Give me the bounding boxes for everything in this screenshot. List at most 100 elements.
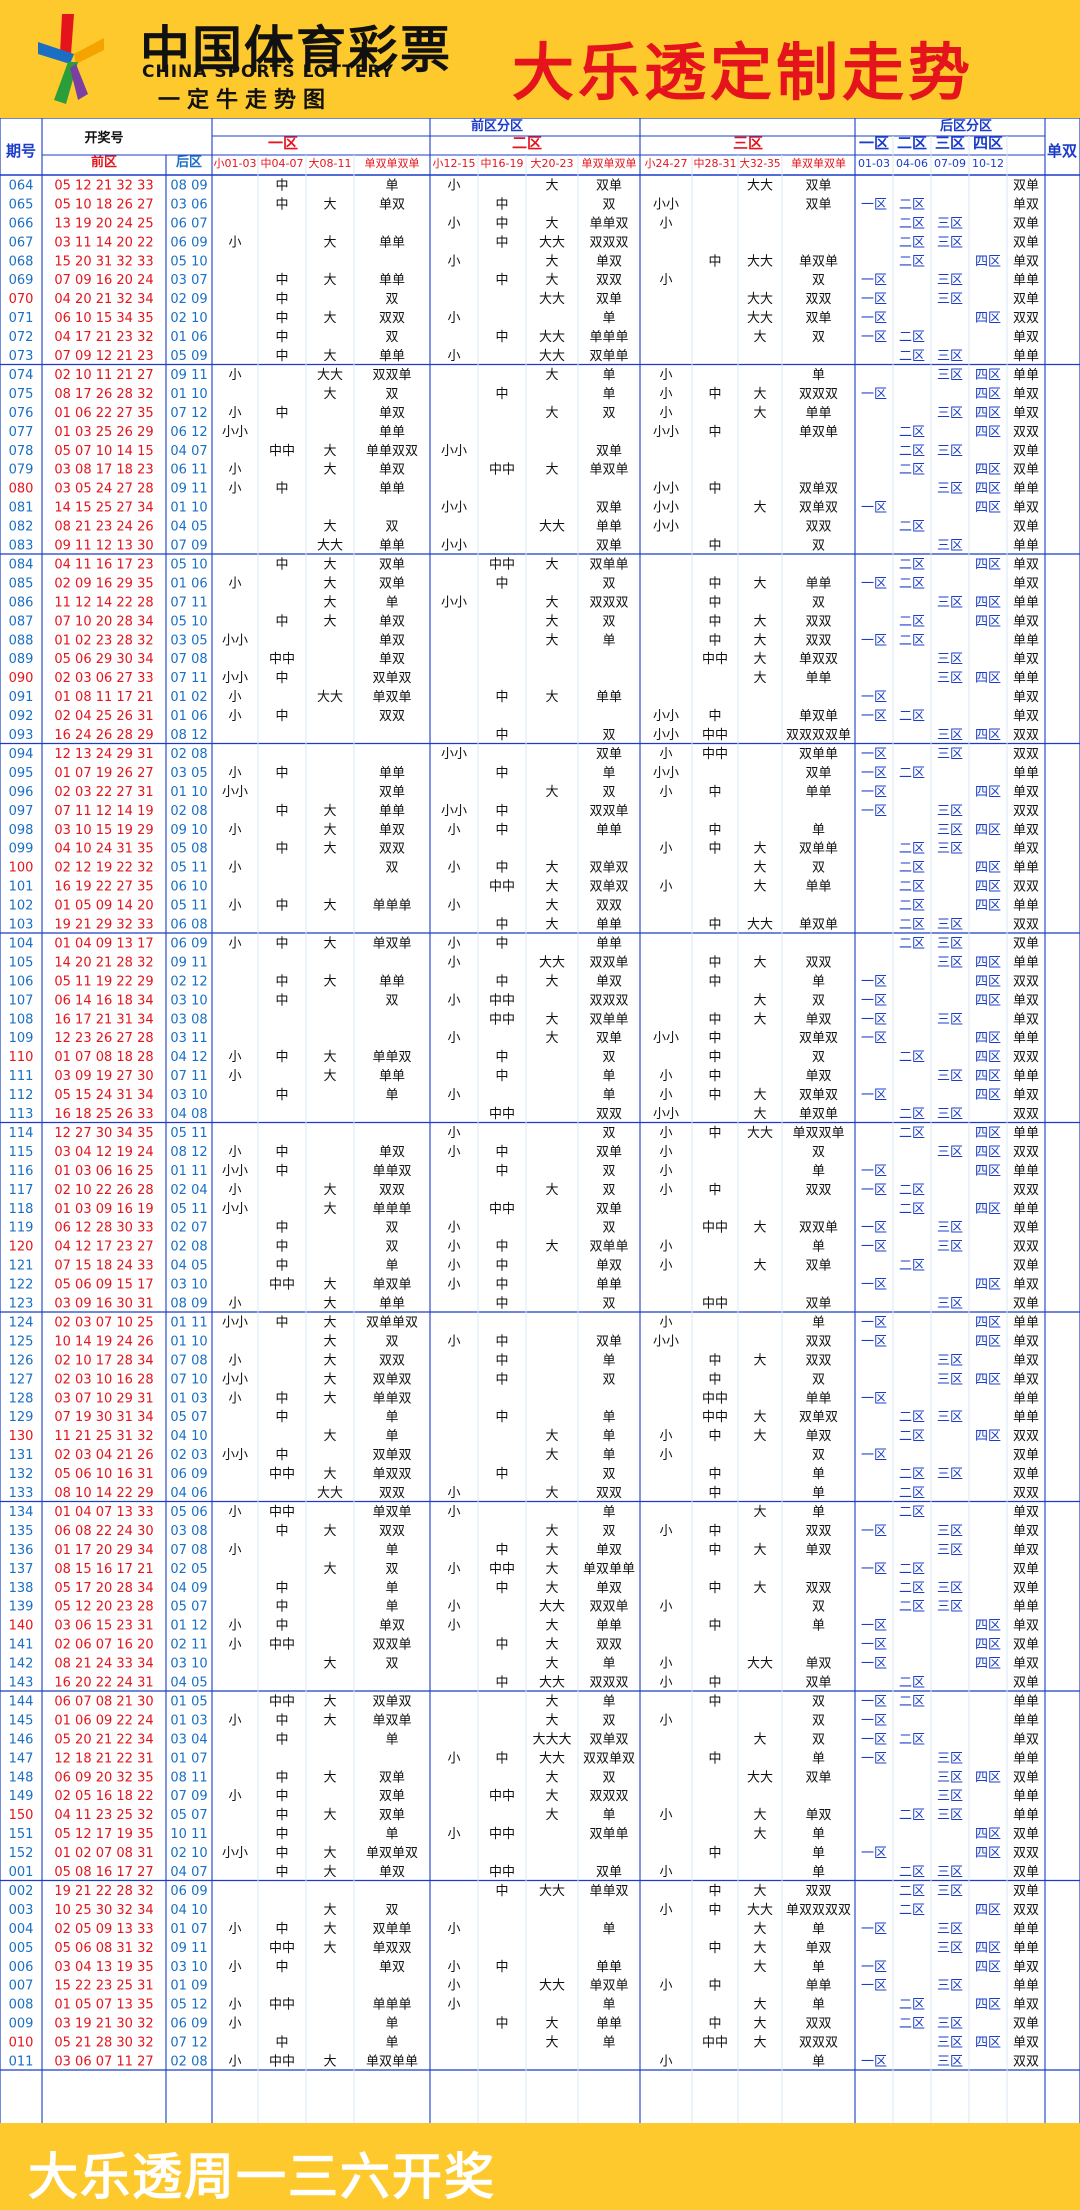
back-numbers-cell: 04 12 bbox=[170, 1050, 207, 1065]
front-zone-cell: 大 bbox=[545, 1808, 558, 1823]
front-numbers-cell: 12 18 21 22 31 bbox=[54, 1751, 153, 1766]
front-zone-cell: 单 bbox=[812, 1960, 825, 1975]
back-zone-cell: 四区 bbox=[975, 311, 1001, 326]
odd-even-cell: 单双 bbox=[1013, 709, 1039, 724]
front-zone-cell: 中 bbox=[275, 1960, 288, 1975]
front-zone-cell: 双双 bbox=[805, 1353, 831, 1368]
front-zone-cell: 单 bbox=[602, 1657, 615, 1672]
front-zone-cell: 双单 bbox=[805, 311, 831, 326]
front-zone-cell: 大大 bbox=[539, 520, 565, 535]
period-cell: 009 bbox=[9, 2017, 34, 2032]
front-zone-cell: 中 bbox=[495, 1467, 508, 1482]
front-numbers-cell: 01 03 25 26 29 bbox=[54, 425, 153, 440]
front-zone-cell: 双 bbox=[602, 1050, 615, 1065]
front-zone-cell: 大 bbox=[545, 918, 558, 933]
front-zone-cell: 大大 bbox=[747, 311, 773, 326]
back-numbers-cell: 03 10 bbox=[170, 993, 207, 1008]
logo-chinese-name: 中国体育彩票 bbox=[140, 21, 452, 79]
front-zone-cell: 单单 bbox=[596, 690, 622, 705]
front-numbers-cell: 01 04 07 13 33 bbox=[54, 1505, 153, 1520]
front-zone-cell: 大大 bbox=[317, 539, 343, 554]
front-numbers-cell: 01 05 09 14 20 bbox=[54, 899, 153, 914]
odd-even-cell: 单单 bbox=[1013, 368, 1039, 383]
front-zone-cell: 单双单单 bbox=[583, 1562, 635, 1577]
back-zone-cell: 二区 bbox=[899, 197, 925, 212]
front-zone-cell: 小 bbox=[447, 1240, 460, 1255]
front-zone-cell: 大 bbox=[753, 501, 766, 516]
back-zone-cell: 三区 bbox=[937, 652, 963, 667]
odd-even-cell: 单双 bbox=[1013, 823, 1039, 838]
front-zone-cell: 中 bbox=[708, 387, 721, 402]
front-zone-cell: 单双单 bbox=[372, 1713, 411, 1728]
front-numbers-cell: 01 06 09 22 24 bbox=[54, 1713, 153, 1728]
period-cell: 131 bbox=[9, 1448, 34, 1463]
front-zone-cell: 大 bbox=[323, 842, 336, 857]
back-numbers-cell: 08 12 bbox=[170, 1145, 207, 1160]
front-zone-cell: 大 bbox=[545, 1581, 558, 1596]
odd-even-cell: 双单 bbox=[1013, 1448, 1039, 1463]
front-zone-cell: 小 bbox=[228, 936, 241, 951]
period-cell: 003 bbox=[9, 1903, 34, 1918]
odd-even-cell: 单双 bbox=[1013, 1372, 1039, 1387]
front-zone-cell: 双单双 bbox=[372, 1694, 411, 1709]
front-numbers-cell: 03 05 24 27 28 bbox=[54, 482, 153, 497]
front-zone-cell: 大大 bbox=[747, 1903, 773, 1918]
back-zone-cell: 二区 bbox=[899, 1732, 925, 1747]
back-numbers-cell: 02 10 bbox=[170, 1846, 207, 1861]
front-zone-cell: 中 bbox=[708, 482, 721, 497]
back-numbers-cell: 02 05 bbox=[170, 1562, 207, 1577]
period-cell: 101 bbox=[9, 880, 34, 895]
back-zone-cell: 二区 bbox=[899, 1884, 925, 1899]
back-numbers-cell: 03 05 bbox=[170, 766, 207, 781]
front-zone-cell: 中 bbox=[708, 1751, 721, 1766]
back-numbers-cell: 03 07 bbox=[170, 273, 207, 288]
front-zone-cell: 单 bbox=[602, 2036, 615, 2051]
front-zone-cell: 单 bbox=[812, 823, 825, 838]
front-zone-cell: 小 bbox=[228, 690, 241, 705]
front-zone-cell: 中 bbox=[708, 1941, 721, 1956]
front-zone-cell: 单双单 bbox=[799, 918, 838, 933]
back-zone-cell: 二区 bbox=[899, 880, 925, 895]
front-zone-cell: 小 bbox=[659, 1657, 672, 1672]
front-zone-cell: 小 bbox=[659, 1164, 672, 1179]
front-zone-cell: 大 bbox=[323, 1429, 336, 1444]
back-zone-cell: 二区 bbox=[899, 1183, 925, 1198]
front-zone-cell: 小 bbox=[659, 1259, 672, 1274]
front-zone-cell: 大大 bbox=[539, 1751, 565, 1766]
front-zone-cell: 双双单 bbox=[589, 804, 628, 819]
front-zone-cell: 中 bbox=[708, 1372, 721, 1387]
front-header: 前区 bbox=[91, 154, 117, 170]
front-numbers-cell: 05 10 18 26 27 bbox=[54, 197, 153, 212]
period-cell: 001 bbox=[9, 1865, 34, 1880]
front-zone-cell: 中 bbox=[708, 785, 721, 800]
front-zone-cell: 单 bbox=[812, 1164, 825, 1179]
back-zone-cell: 四区 bbox=[975, 463, 1001, 478]
front-zone3-header: 三区 bbox=[733, 134, 763, 152]
back-zone-cell: 三区 bbox=[937, 406, 963, 421]
front-zone-cell: 双单 bbox=[379, 1789, 405, 1804]
front-zone-cell: 单 bbox=[602, 1429, 615, 1444]
front-zone-cell: 中 bbox=[275, 1448, 288, 1463]
front-zone-cell: 小 bbox=[447, 955, 460, 970]
front-zone-cell: 中 bbox=[275, 671, 288, 686]
front-zone-cell: 大 bbox=[323, 899, 336, 914]
front-zone-cell: 大 bbox=[545, 1486, 558, 1501]
front-zone-cell: 单双 bbox=[805, 1012, 831, 1027]
front-zone-cell: 小 bbox=[228, 861, 241, 876]
period-cell: 105 bbox=[9, 955, 34, 970]
front-numbers-cell: 02 03 22 27 31 bbox=[54, 785, 153, 800]
period-cell: 070 bbox=[9, 292, 34, 307]
front-zone-cell: 大 bbox=[753, 2036, 766, 2051]
front-numbers-cell: 03 04 12 19 24 bbox=[54, 1145, 153, 1160]
front-zone-cell: 小 bbox=[659, 1600, 672, 1615]
front-zone-cell: 中 bbox=[275, 1713, 288, 1728]
front-zone-cell: 中 bbox=[495, 690, 508, 705]
front-zone-cell: 小 bbox=[659, 1808, 672, 1823]
front-zone-cell: 单双单双 bbox=[366, 1846, 418, 1861]
front-zone-cell: 大大 bbox=[747, 254, 773, 269]
front-zone-cell: 双双 bbox=[805, 1581, 831, 1596]
back-zone-cell: 三区 bbox=[937, 1410, 963, 1425]
front-numbers-cell: 16 24 26 28 29 bbox=[54, 728, 153, 743]
front-numbers-cell: 05 21 28 30 32 bbox=[54, 2036, 153, 2051]
odd-even-cell: 单双 bbox=[1013, 785, 1039, 800]
